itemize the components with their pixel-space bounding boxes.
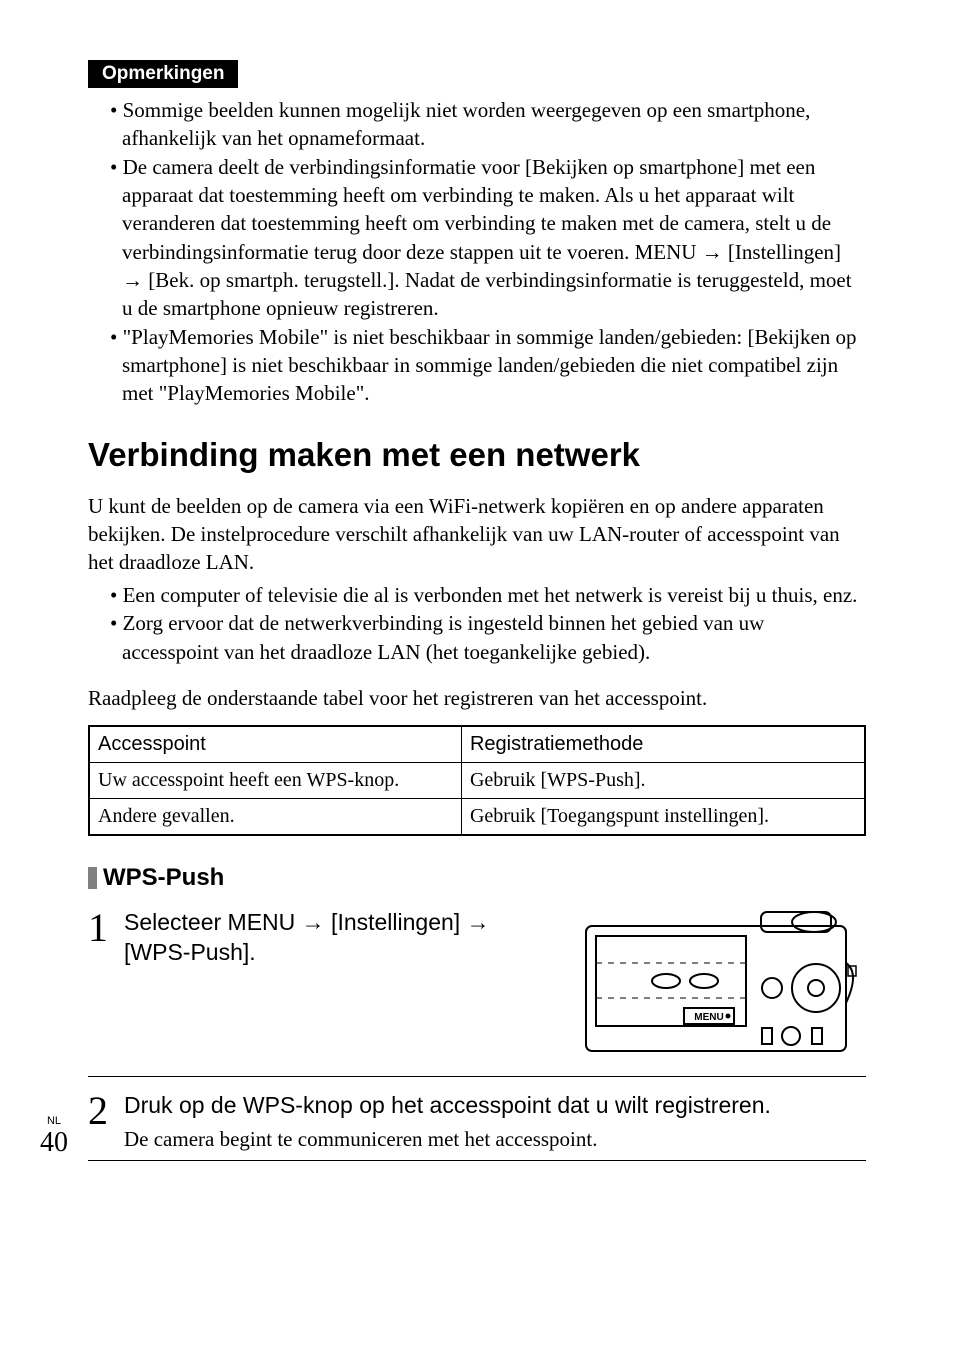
intro-bullet-list: Een computer of televisie die al is verb… xyxy=(88,581,866,666)
footer-page-number: 40 xyxy=(40,1127,68,1158)
table-cell: Gebruik [WPS-Push]. xyxy=(461,762,865,798)
table-cell: Gebruik [Toegangspunt instellingen]. xyxy=(461,798,865,835)
menu-button-label: MENU xyxy=(694,1012,723,1023)
notes-item: Sommige beelden kunnen mogelijk niet wor… xyxy=(100,96,866,153)
table-header-cell: Registratiemethode xyxy=(461,726,865,763)
intro-bullet: Zorg ervoor dat de netwerkverbinding is … xyxy=(100,609,866,666)
intro-paragraph: U kunt de beelden op de camera via een W… xyxy=(88,492,866,577)
step-block: 1 Selecteer MENU → [Instellingen] → [WPS… xyxy=(88,908,866,1077)
step-instruction: Selecteer MENU → [Instellingen] → [WPS-P… xyxy=(124,908,536,968)
table-header-row: Accesspoint Registratiemethode xyxy=(89,726,865,763)
section-heading: Verbinding maken met een netwerk xyxy=(88,436,866,474)
table-row: Andere gevallen. Gebruik [Toegangspunt i… xyxy=(89,798,865,835)
subsection-bar-icon xyxy=(88,867,97,889)
camera-back-illustration: MENU xyxy=(566,908,866,1068)
table-row: Uw accesspoint heeft een WPS-knop. Gebru… xyxy=(89,762,865,798)
step-number: 2 xyxy=(88,1091,124,1131)
step-number: 1 xyxy=(88,908,124,948)
intro-bullet: Een computer of televisie die al is verb… xyxy=(100,581,866,609)
table-header-cell: Accesspoint xyxy=(89,726,461,763)
step-instruction: Druk op de WPS-knop op het accesspoint d… xyxy=(124,1091,866,1121)
notes-header-label: Opmerkingen xyxy=(88,60,238,88)
subsection-title: WPS-Push xyxy=(103,864,224,892)
accesspoint-table: Accesspoint Registratiemethode Uw access… xyxy=(88,725,866,836)
step-note: De camera begint te communiceren met het… xyxy=(124,1127,866,1152)
notes-list: Sommige beelden kunnen mogelijk niet wor… xyxy=(88,96,866,408)
table-cell: Andere gevallen. xyxy=(89,798,461,835)
table-cell: Uw accesspoint heeft een WPS-knop. xyxy=(89,762,461,798)
step-block: 2 Druk op de WPS-knop op het accesspoint… xyxy=(88,1091,866,1161)
notes-item: "PlayMemories Mobile" is niet beschikbaa… xyxy=(100,323,866,408)
table-intro-text: Raadpleeg de onderstaande tabel voor het… xyxy=(88,686,866,711)
footer-language: NL xyxy=(40,1115,68,1127)
notes-item: De camera deelt de verbindingsinformatie… xyxy=(100,153,866,323)
subsection-heading: WPS-Push xyxy=(88,864,866,892)
page-footer: NL 40 xyxy=(40,1115,68,1159)
